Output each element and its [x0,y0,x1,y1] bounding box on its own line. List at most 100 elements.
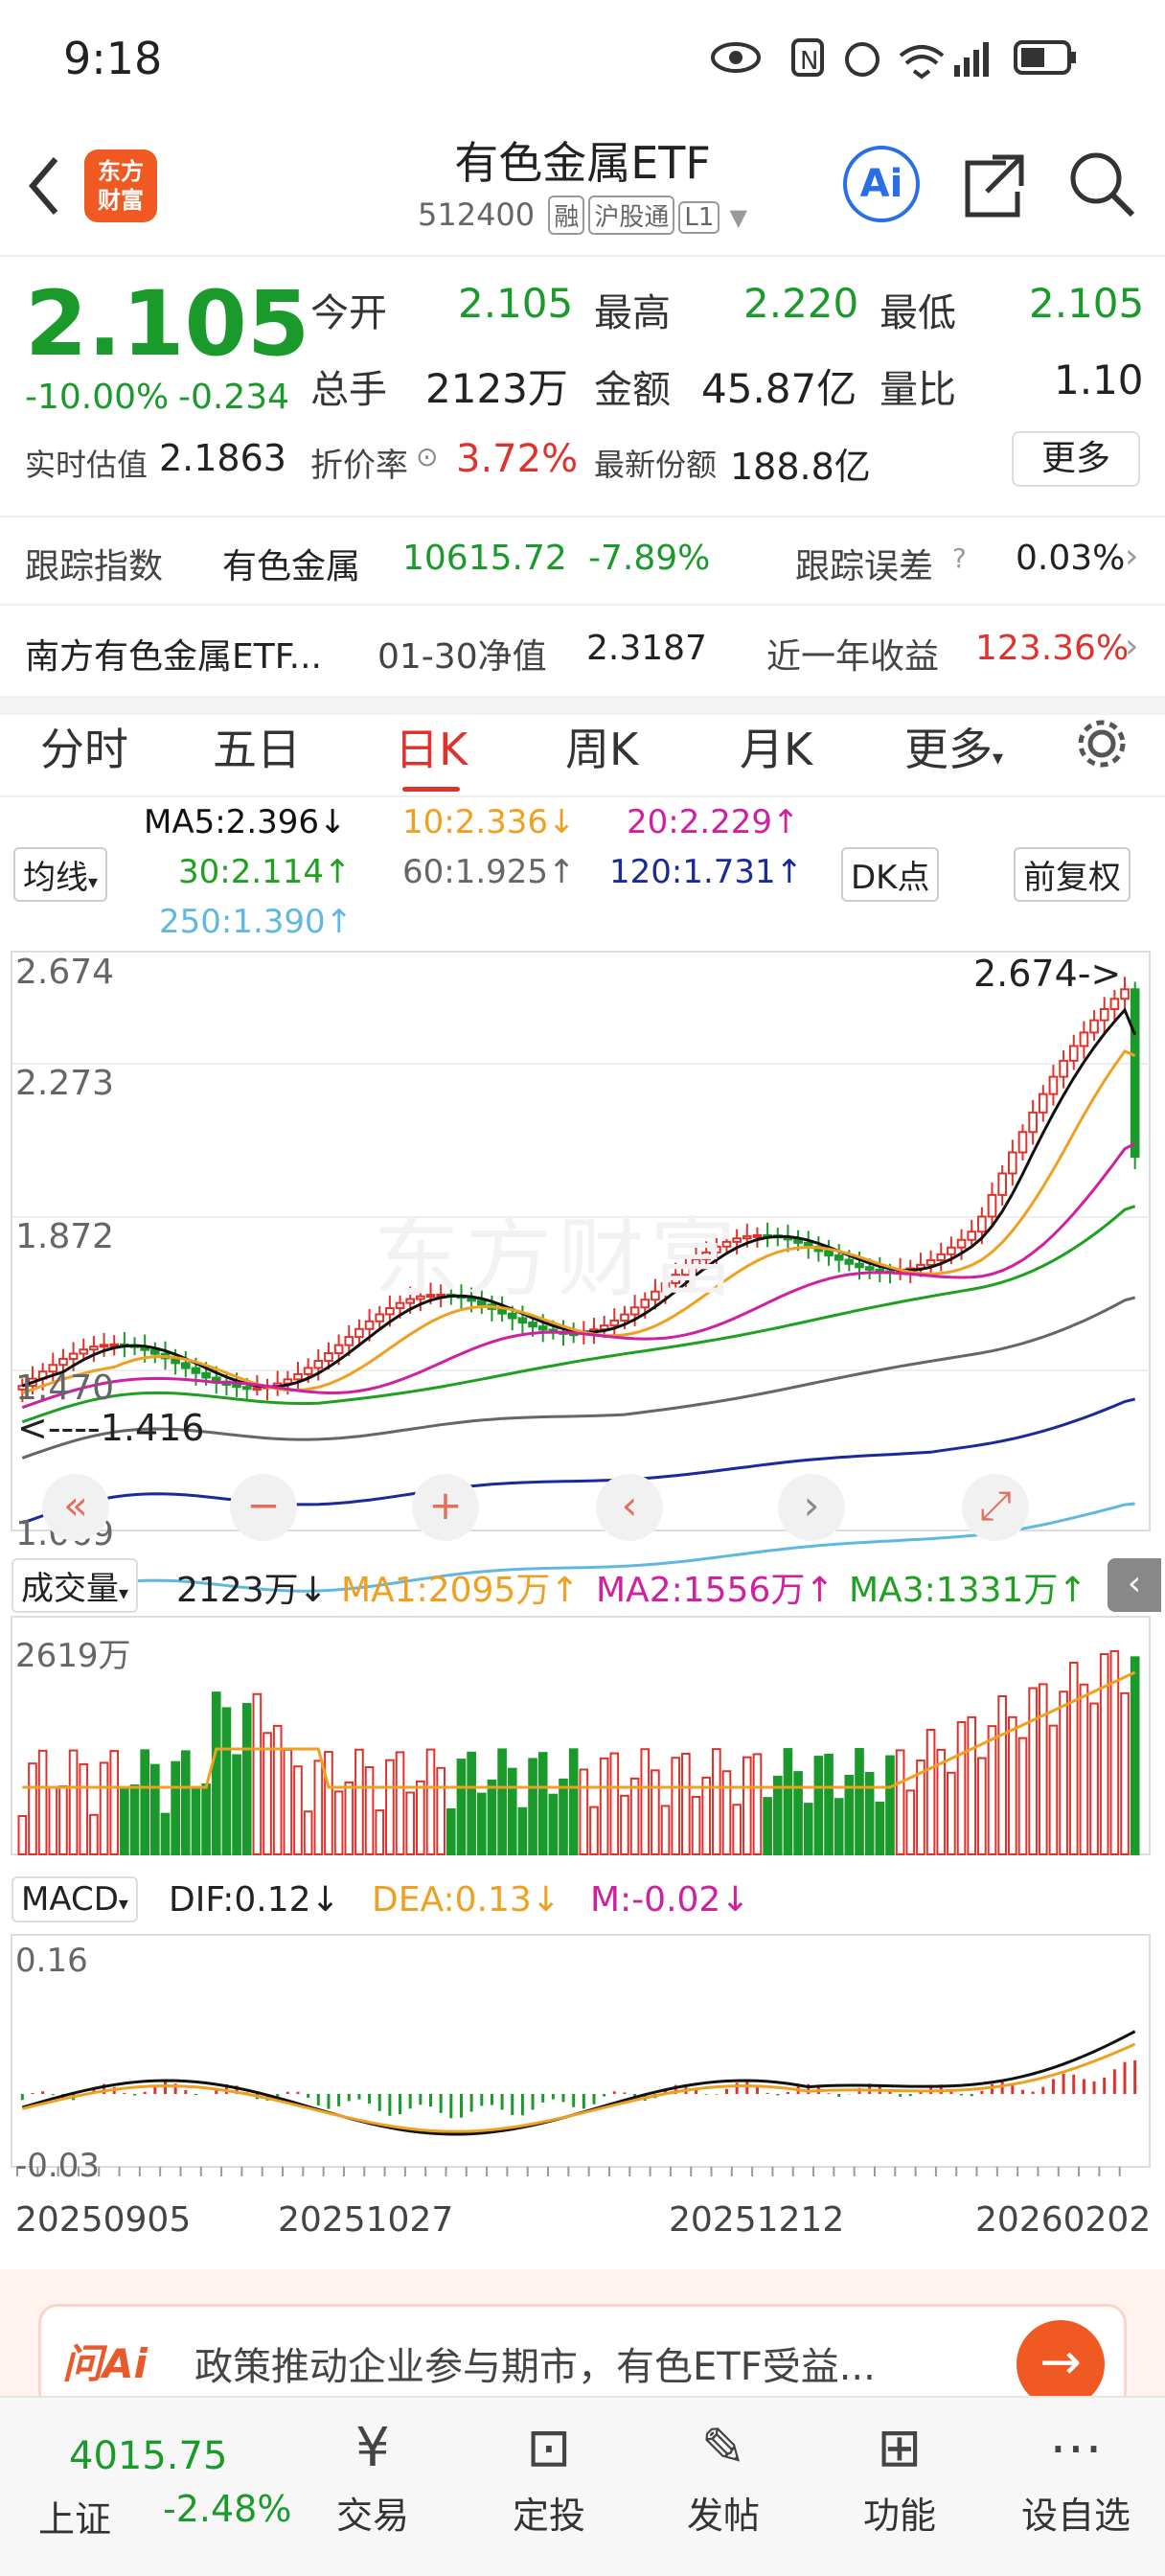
volume-bar [916,1760,925,1855]
volume-bar [783,1748,793,1855]
search-icon[interactable] [1065,148,1138,220]
tab-monthly-k[interactable]: 月K [740,724,813,775]
volume-bar [416,1780,425,1855]
candle-body [1120,988,1130,1000]
dk-point-button[interactable]: DK点 [841,847,940,902]
tab-more[interactable]: 更多▾ [904,724,1004,775]
volume-bar [99,1761,109,1855]
volume-bar [375,1809,385,1855]
info-icon[interactable]: ⊙ [416,441,439,472]
candle-body [180,1362,191,1369]
macd-dif-line [21,2030,1136,2136]
volume-bar [364,1766,375,1856]
volume-bar [1017,1736,1028,1856]
scroll-left-button[interactable]: ‹ [596,1474,663,1541]
more-button[interactable]: 更多 [1012,431,1140,487]
market-index-name[interactable]: 上证 [38,2498,112,2541]
kline-y-label: 2.674 [15,953,115,992]
kline-chart[interactable] [0,944,1165,2228]
market-index-value[interactable]: 4015.75 [69,2434,228,2478]
fullscreen-icon[interactable]: ⤢ [962,1474,1029,1541]
candle-body [732,1237,742,1243]
volume-bar [629,1777,640,1855]
price-adjust-button[interactable]: 前复权 [1014,847,1131,902]
tracking-error-value: 0.03% [1016,539,1126,578]
candle-body [609,1319,620,1327]
candle-body [640,1299,651,1309]
tag-level: L1 [678,201,720,234]
fund-nav-row[interactable]: 南方有色金属ETF... 01-30净值 2.3187 近一年收益 123.36… [0,606,1165,696]
svg-text:N: N [800,47,818,76]
tab-intraday[interactable]: 分时 [40,724,128,775]
estimate-value: 2.1863 [159,437,286,479]
change-amount: -0.234 [178,378,290,417]
ma-select[interactable]: 均线▾ [13,847,108,902]
volume-bar [385,1759,395,1856]
volume-bar [528,1758,537,1856]
candle-body [425,1294,436,1299]
period-tabs: 分时 五日 日K 周K 月K 更多▾ [0,715,1165,797]
tracking-index-row[interactable]: 跟踪指数 有色金属 10615.72 -7.89% 跟踪误差 ? 0.03% › [0,516,1165,606]
nav-trade[interactable]: ¥ 交易 [301,2411,445,2539]
back-icon[interactable] [25,153,63,220]
discount-label: 折价率 [310,447,408,485]
volume-bar [476,1792,487,1856]
candle-body [844,1258,855,1265]
status-icons: N [711,38,1076,80]
tab-weekly-k[interactable]: 周K [565,724,639,775]
market-index-change[interactable]: -2.48% [163,2488,292,2530]
volume-bar [395,1751,405,1855]
volume-select[interactable]: 成交量▾ [11,1558,139,1613]
more-icon: ⋯ [1049,2417,1103,2479]
volume-bar [559,1778,568,1856]
volume-bar [1120,1691,1130,1856]
volume-bar [467,1751,476,1855]
candle-body [977,1215,987,1233]
dropdown-icon[interactable]: ▼ [729,204,748,231]
candle-body [936,1253,947,1261]
volume-bar [283,1748,293,1855]
ma250-line [21,1502,1135,1611]
zoom-out-button[interactable]: − [230,1474,297,1541]
candle-body [967,1230,977,1241]
zoom-in-button[interactable]: + [412,1474,479,1541]
scroll-right-button[interactable]: › [778,1474,845,1541]
volume-label: 总手 [310,368,387,412]
volume-bar [160,1812,171,1855]
ai-news-bar[interactable]: 问Ai 政策推动企业参与期市，有色ETF受益... → [38,2304,1127,2408]
tag-connect: 沪股通 [588,196,675,235]
tracking-error-label: 跟踪误差 [795,547,934,586]
candle-body [834,1254,844,1261]
scroll-start-button[interactable]: « [42,1474,109,1541]
candle-body [528,1322,537,1328]
candle-body [68,1352,79,1360]
nav-post[interactable]: ✎ 发帖 [651,2411,795,2539]
arrow-right-icon[interactable]: → [1017,2320,1105,2408]
share-icon[interactable] [958,150,1031,222]
open-value: 2.105 [458,280,574,327]
year-return-label: 近一年收益 [766,637,940,677]
volume-ma2: MA2:1556万↑ [596,1571,834,1610]
nav-add-watchlist[interactable]: ⋯ 设自选 [1004,2411,1148,2539]
candle-body [109,1343,120,1347]
nav-invest-plan[interactable]: ⊡ 定投 [477,2411,621,2539]
date-label: 20251212 [669,2200,845,2240]
high-value: 2.220 [743,280,859,327]
tab-five-day[interactable]: 五日 [213,724,301,775]
candle-body [1007,1151,1017,1175]
low-label: 最低 [879,291,956,335]
tab-daily-k[interactable]: 日K [395,715,468,792]
year-return-value: 123.36% [975,629,1130,668]
gear-icon[interactable] [1073,715,1131,772]
volume-bar [620,1794,629,1855]
amount-value: 45.87亿 [701,365,857,412]
volume-bar [864,1771,875,1856]
collapse-icon[interactable]: ‹ [1108,1558,1161,1612]
nav-functions[interactable]: ⊞ 功能 [828,2411,971,2539]
volume-bar [640,1748,651,1856]
ai-button[interactable]: Ai [843,146,920,222]
volume-value: 2123万 [425,365,568,412]
help-icon[interactable]: ? [952,542,967,574]
volume-bar [129,1783,140,1855]
macd-select[interactable]: MACD▾ [11,1876,138,1922]
